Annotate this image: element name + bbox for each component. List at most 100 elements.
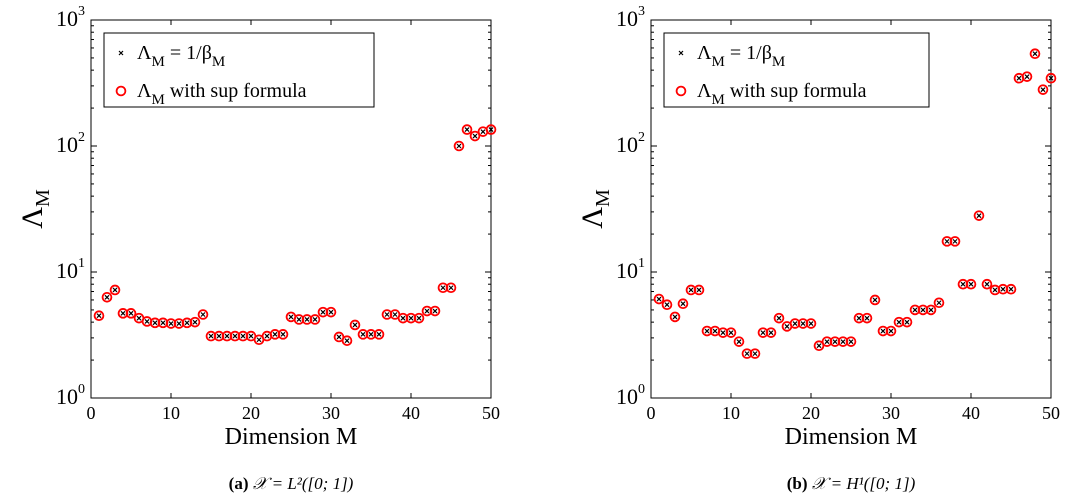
data-point-cross: [328, 309, 334, 315]
data-point-cross: [352, 322, 358, 328]
data-point-circle: [933, 297, 945, 309]
data-point-cross: [720, 330, 726, 336]
data-point-cross: [776, 315, 782, 321]
data-point-cross: [696, 287, 702, 293]
data-point-cross: [104, 294, 110, 300]
data-point-cross: [232, 333, 238, 339]
data-point-cross: [928, 307, 934, 313]
data-point-cross: [128, 310, 134, 316]
data-point-cross: [976, 213, 982, 219]
data-point-cross: [312, 317, 318, 322]
x-axis-title: Dimension M: [785, 424, 918, 450]
data-point-cross: [688, 287, 694, 293]
data-point-circle: [341, 335, 353, 346]
data-point-circle: [469, 130, 481, 142]
data-point-cross: [280, 331, 286, 337]
data-point-cross: [864, 315, 870, 321]
data-point-cross: [656, 296, 662, 302]
data-point-circle: [453, 140, 465, 152]
data-point-circle: [349, 319, 361, 331]
data-point-circle: [845, 336, 857, 347]
data-point-cross: [192, 319, 198, 325]
legend-label: ΛM with sup formula: [697, 80, 867, 108]
data-point-circle: [277, 329, 289, 340]
data-point-cross: [848, 339, 854, 345]
x-tick-label: 30: [882, 403, 900, 423]
data-point-cross: [968, 281, 974, 287]
data-point-cross: [376, 331, 382, 337]
data-point-cross: [184, 320, 190, 326]
x-axis-title: Dimension M: [225, 424, 358, 450]
legend: ΛM = 1/βM ΛM with sup formula: [663, 32, 930, 108]
y-tick-label: 103: [616, 4, 645, 31]
data-point-cross: [336, 334, 342, 340]
data-point-cross: [824, 339, 830, 345]
legend-label: ΛM = 1/βM: [697, 42, 785, 70]
data-point-cross: [288, 314, 294, 320]
x-tick-label: 50: [482, 403, 500, 423]
data-point-cross: [456, 143, 462, 149]
data-point-circle: [485, 124, 497, 135]
data-point-cross: [872, 297, 878, 303]
data-point-cross: [144, 319, 150, 324]
y-axis-title: ΛM: [16, 189, 54, 229]
data-point-cross: [448, 285, 454, 291]
data-point-cross: [416, 315, 422, 321]
data-point-cross: [96, 313, 102, 319]
data-point-cross: [992, 287, 998, 293]
series-circles: [653, 48, 1057, 359]
legend-cross-marker: [118, 50, 124, 56]
data-point-circle: [733, 336, 745, 347]
data-point-circle: [309, 314, 321, 325]
plot-frame: [90, 19, 492, 399]
data-point-circle: [1045, 72, 1057, 84]
data-point-cross: [440, 285, 446, 291]
data-point-cross: [464, 127, 470, 133]
data-point-circle: [869, 294, 881, 306]
data-point-cross: [816, 343, 822, 349]
data-point-circle: [765, 327, 777, 338]
data-point-cross: [672, 314, 678, 320]
data-point-cross: [168, 321, 174, 326]
y-tick-label: 101: [56, 256, 85, 283]
data-point-circle: [1005, 283, 1017, 295]
legend-circle-marker: [115, 85, 127, 97]
x-tick-label: 40: [402, 403, 420, 423]
data-point-cross: [1048, 75, 1054, 81]
figure-caption: (a) 𝒳 = L²([0; 1]): [229, 474, 354, 493]
data-point-cross: [344, 338, 350, 344]
y-tick-label: 100: [616, 382, 645, 409]
data-point-circle: [653, 293, 665, 305]
data-point-cross: [424, 308, 430, 314]
data-point-cross: [480, 129, 486, 135]
data-point-cross: [1032, 51, 1038, 57]
data-point-cross: [320, 309, 326, 315]
y-tick-label: 101: [616, 256, 645, 283]
data-point-circle: [861, 312, 873, 324]
data-point-cross: [432, 308, 438, 314]
data-point-cross: [904, 319, 910, 325]
data-point-circle: [973, 210, 985, 221]
data-point-cross: [896, 319, 902, 325]
data-point-cross: [960, 281, 966, 287]
data-point-circle: [373, 329, 385, 340]
x-tick-label: 50: [1042, 403, 1060, 423]
x-tick-label: 20: [242, 403, 260, 423]
data-point-cross: [384, 312, 390, 317]
series-crosses: [656, 51, 1054, 357]
data-point-circle: [109, 284, 121, 296]
data-point-circle: [93, 310, 105, 321]
data-point-cross: [264, 333, 270, 339]
x-tick-label: 0: [647, 403, 656, 423]
data-point-circle: [981, 278, 993, 290]
data-point-circle: [669, 311, 681, 323]
series-circles: [93, 124, 497, 346]
data-point-cross: [856, 315, 862, 321]
data-point-cross: [712, 328, 718, 334]
data-point-cross: [880, 328, 886, 334]
chart-panel-b: 0 10 20 30 40 50 100 101 102 103 Dimension M ΛM ΛM =…: [576, 4, 1060, 493]
data-point-circle: [413, 312, 425, 324]
data-point-cross: [368, 331, 374, 337]
data-point-cross: [768, 330, 774, 336]
data-point-cross: [728, 330, 734, 336]
